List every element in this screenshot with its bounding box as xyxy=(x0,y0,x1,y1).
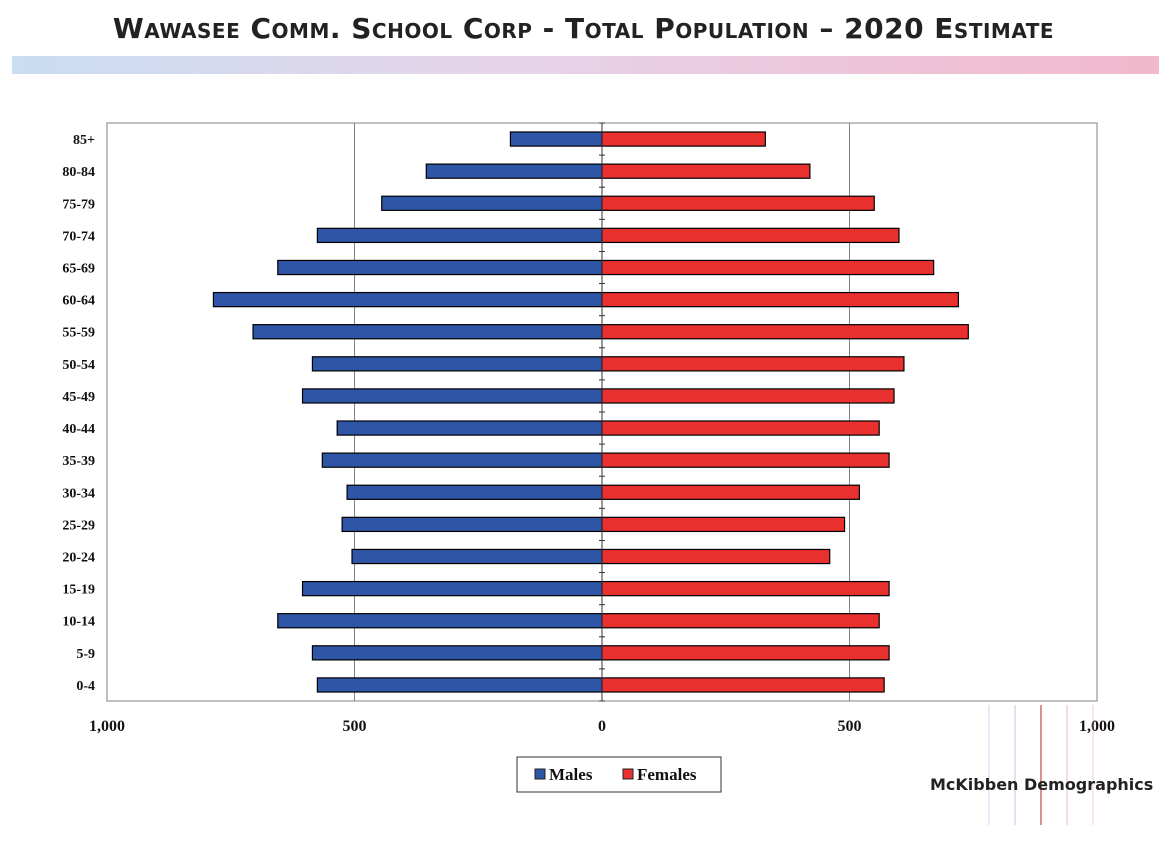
y-tick-label: 5-9 xyxy=(76,647,95,662)
bar-males-35-39 xyxy=(321,452,603,468)
bar-females-55-59 xyxy=(601,324,969,340)
bar-males-55-59 xyxy=(252,324,603,340)
chart-title: Wawasee Comm. School Corp - Total Popula… xyxy=(112,12,1055,45)
mckibben-logo-icon xyxy=(988,705,1094,825)
y-tick-label: 40-44 xyxy=(62,422,95,437)
y-tick-label: 25-29 xyxy=(62,518,95,533)
y-tick-label: 45-49 xyxy=(62,390,95,405)
bar-males-20-24 xyxy=(351,548,603,565)
bar-females-70-74 xyxy=(601,227,900,244)
y-tick-label: 35-39 xyxy=(62,454,95,469)
legend-box xyxy=(516,756,722,793)
bar-males-45-49 xyxy=(301,388,603,404)
y-tick-label: 50-54 xyxy=(62,358,95,373)
legend-swatch-females xyxy=(622,768,634,780)
y-tick-label: 75-79 xyxy=(62,197,95,212)
bar-females-60-64 xyxy=(601,291,959,308)
title-banner xyxy=(12,56,1159,74)
bar-females-40-44 xyxy=(601,420,880,436)
y-tick-label: 85+ xyxy=(73,133,95,148)
bar-females-30-34 xyxy=(601,484,860,500)
bar-males-70-74 xyxy=(316,227,603,244)
brand-name: McKibben Demographics xyxy=(930,775,1154,794)
x-tick-label: 1,000 xyxy=(1079,718,1115,735)
bar-males-15-19 xyxy=(301,580,603,597)
bar-males-60-64 xyxy=(212,291,603,308)
y-tick-label: 15-19 xyxy=(62,583,95,598)
y-tick-label: 70-74 xyxy=(62,229,95,244)
bar-males-75-79 xyxy=(381,195,603,211)
y-tick-label: 10-14 xyxy=(62,615,95,630)
bar-females-75-79 xyxy=(601,195,875,211)
y-tick-label: 65-69 xyxy=(62,262,95,277)
legend-label-males: Males xyxy=(549,765,593,784)
bar-females-15-19 xyxy=(601,580,890,597)
y-tick-label: 60-64 xyxy=(62,294,95,309)
bar-females-10-14 xyxy=(601,613,880,629)
bar-females-25-29 xyxy=(601,516,846,533)
bar-males-0-4 xyxy=(316,677,603,693)
bar-males-10-14 xyxy=(277,613,603,629)
bar-females-0-4 xyxy=(601,677,885,693)
bar-females-5-9 xyxy=(601,645,890,661)
legend-swatch-males xyxy=(534,768,546,780)
bar-females-80-84 xyxy=(601,163,811,179)
x-tick-label: 1,000 xyxy=(89,718,125,735)
bar-males-40-44 xyxy=(336,420,603,436)
y-tick-label: 20-24 xyxy=(62,551,95,566)
bar-males-50-54 xyxy=(311,356,603,372)
y-tick-label: 80-84 xyxy=(62,165,95,180)
y-tick-label: 0-4 xyxy=(76,679,95,694)
bar-females-20-24 xyxy=(601,548,831,565)
bar-females-65-69 xyxy=(601,259,935,276)
bar-males-25-29 xyxy=(341,516,603,533)
bar-females-35-39 xyxy=(601,452,890,468)
bar-males-85+ xyxy=(509,131,603,147)
bar-females-45-49 xyxy=(601,388,895,404)
y-tick-label: 30-34 xyxy=(62,486,95,501)
bar-males-30-34 xyxy=(346,484,603,500)
x-tick-label: 500 xyxy=(343,718,367,735)
bar-males-5-9 xyxy=(311,645,603,661)
legend-label-females: Females xyxy=(637,765,697,784)
x-tick-label: 500 xyxy=(838,718,862,735)
bar-males-80-84 xyxy=(425,163,603,179)
bar-males-65-69 xyxy=(277,259,603,276)
x-tick-label: 0 xyxy=(598,718,606,735)
y-tick-label: 55-59 xyxy=(62,326,95,341)
bar-females-85+ xyxy=(601,131,766,147)
bar-females-50-54 xyxy=(601,356,905,372)
